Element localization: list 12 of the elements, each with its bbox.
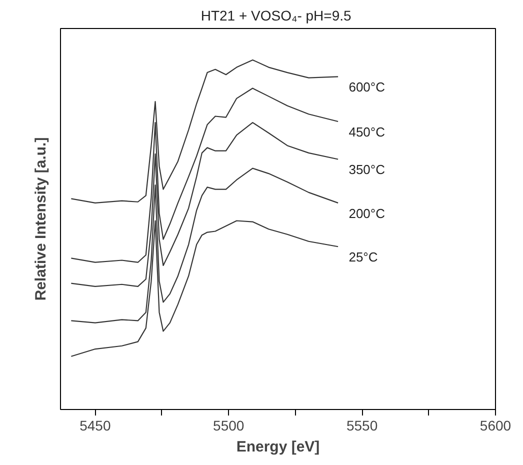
x-tick-label: 5500 [213,418,244,434]
chart-title: HT21 + VOSO₄- pH=9.5 [200,8,352,24]
x-axis-title: Energy [eV] [236,438,320,456]
series-label: 600°C [348,80,385,95]
series-label: 25°C [348,250,378,265]
series-label: 200°C [348,206,385,221]
y-axis-title: Relative Intensity [a.u.] [32,137,50,301]
x-tick-label: 5450 [80,418,111,434]
x-tick-label: 5550 [346,418,378,434]
series-label: 350°C [348,162,385,178]
x-tick-label: 5600 [480,418,512,434]
series-label: 450°C [348,124,385,140]
